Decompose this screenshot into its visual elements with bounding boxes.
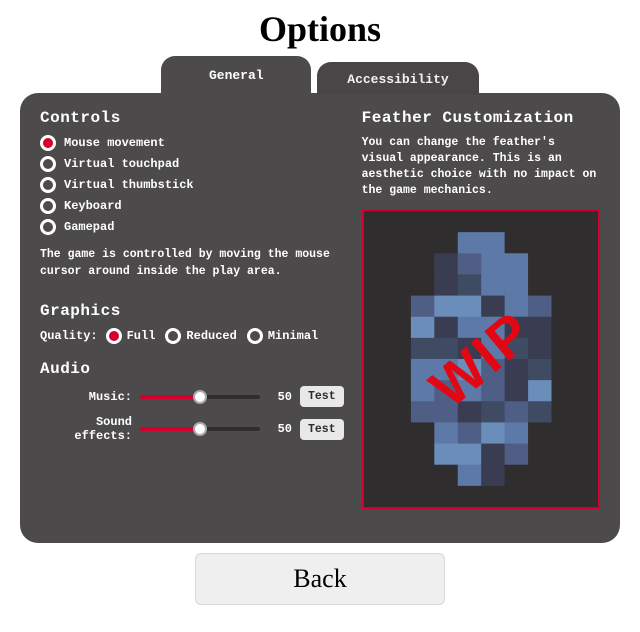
controls-radio-list: Mouse movement Virtual touchpad Virtual th… bbox=[40, 135, 344, 235]
feather-preview-box: WIP bbox=[362, 209, 600, 509]
quality-label: Quality: bbox=[40, 329, 98, 343]
quality-option[interactable]: Full bbox=[106, 328, 156, 344]
radio-icon bbox=[106, 328, 122, 344]
graphics-heading: Graphics bbox=[40, 302, 344, 320]
controls-option[interactable]: Gamepad bbox=[40, 219, 344, 235]
radio-icon bbox=[247, 328, 263, 344]
controls-option[interactable]: Virtual touchpad bbox=[40, 156, 344, 172]
sfx-value: 50 bbox=[268, 422, 292, 436]
options-panel: Controls Mouse movement Virtual touchpad V… bbox=[20, 93, 620, 543]
music-value: 50 bbox=[268, 390, 292, 404]
feather-description: You can change the feather's visual appe… bbox=[362, 135, 600, 199]
controls-option[interactable]: Mouse movement bbox=[40, 135, 344, 151]
radio-icon bbox=[40, 156, 56, 172]
music-test-button[interactable]: Test bbox=[300, 386, 344, 407]
radio-label: Gamepad bbox=[64, 220, 114, 234]
music-label: Music: bbox=[40, 390, 132, 404]
controls-heading: Controls bbox=[40, 109, 344, 127]
music-row: Music: 50 Test bbox=[40, 386, 344, 407]
radio-label: Virtual thumbstick bbox=[64, 178, 194, 192]
radio-icon bbox=[40, 177, 56, 193]
radio-label: Keyboard bbox=[64, 199, 122, 213]
back-button[interactable]: Back bbox=[195, 553, 445, 605]
radio-icon bbox=[40, 135, 56, 151]
tab-accessibility[interactable]: Accessibility bbox=[317, 62, 478, 95]
radio-icon bbox=[165, 328, 181, 344]
right-column: Feather Customization You can change the… bbox=[362, 109, 600, 525]
radio-icon bbox=[40, 219, 56, 235]
audio-heading: Audio bbox=[40, 360, 344, 378]
tab-general[interactable]: General bbox=[161, 56, 311, 95]
feather-heading: Feather Customization bbox=[362, 109, 600, 127]
quality-option[interactable]: Minimal bbox=[247, 328, 318, 344]
page-title: Options bbox=[0, 8, 640, 50]
radio-label: Full bbox=[127, 329, 156, 343]
left-column: Controls Mouse movement Virtual touchpad V… bbox=[40, 109, 344, 525]
controls-description: The game is controlled by moving the mou… bbox=[40, 247, 344, 280]
radio-label: Reduced bbox=[186, 329, 236, 343]
quality-row: Quality: Full Reduced Minimal bbox=[40, 328, 344, 344]
controls-option[interactable]: Keyboard bbox=[40, 198, 344, 214]
music-slider[interactable] bbox=[140, 389, 260, 405]
tab-bar: General Accessibility bbox=[0, 56, 640, 95]
radio-icon bbox=[40, 198, 56, 214]
quality-option[interactable]: Reduced bbox=[165, 328, 236, 344]
radio-label: Minimal bbox=[268, 329, 318, 343]
radio-label: Virtual touchpad bbox=[64, 157, 179, 171]
sfx-row: Sound effects: 50 Test bbox=[40, 415, 344, 443]
sfx-label: Sound effects: bbox=[40, 415, 132, 443]
sfx-slider[interactable] bbox=[140, 421, 260, 437]
radio-label: Mouse movement bbox=[64, 136, 165, 150]
controls-option[interactable]: Virtual thumbstick bbox=[40, 177, 344, 193]
sfx-test-button[interactable]: Test bbox=[300, 419, 344, 440]
